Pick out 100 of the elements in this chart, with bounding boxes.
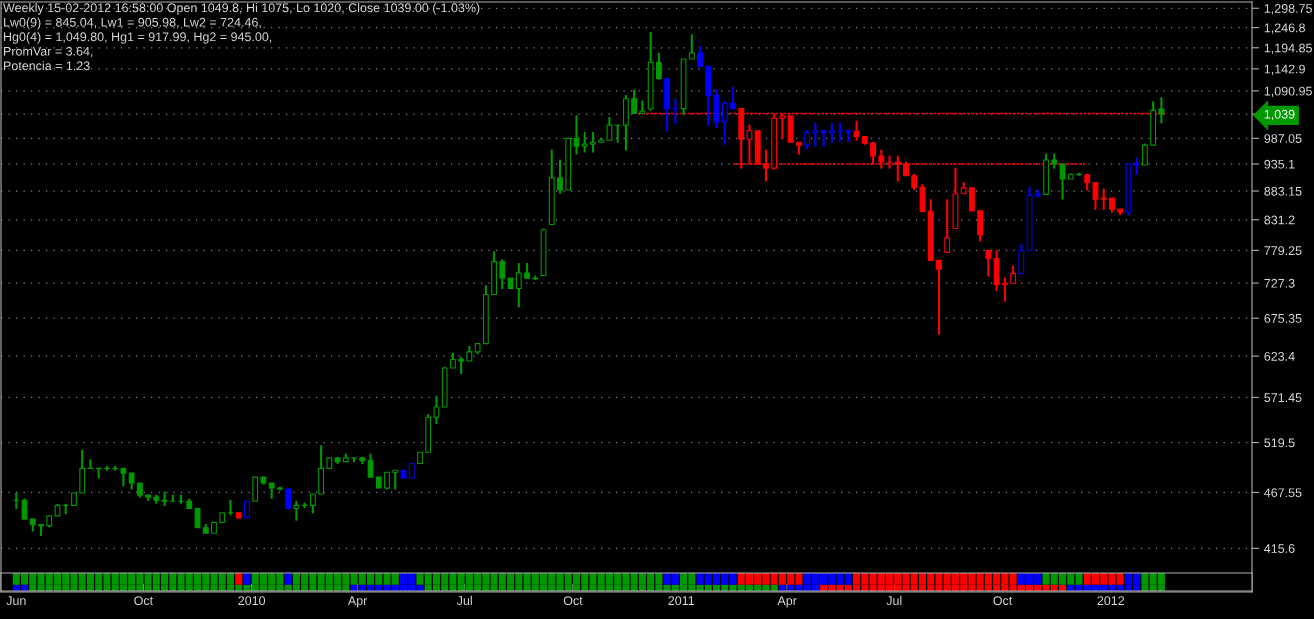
annotation: Potencia = 1.23 [4, 61, 90, 71]
candlestick [1059, 163, 1066, 200]
x-tick-label: Jun [6, 596, 26, 606]
y-tick-label: 779.25 [1264, 246, 1302, 256]
candlestick [1010, 265, 1017, 284]
candlestick [334, 457, 341, 465]
candlestick [1092, 182, 1099, 210]
candlestick [1026, 186, 1033, 252]
x-tick-label: 2010 [238, 596, 266, 606]
candlestick [1018, 243, 1025, 275]
candlestick [219, 512, 226, 523]
candlestick [1133, 157, 1140, 175]
candlestick [202, 523, 209, 534]
candlestick [631, 89, 638, 115]
x-tick-label: 2011 [668, 596, 695, 606]
candlestick [21, 498, 28, 520]
candlestick [227, 499, 234, 516]
candlestick [161, 491, 168, 506]
candlestick [672, 99, 679, 124]
candlestick [1150, 101, 1157, 146]
candlestick [812, 122, 819, 147]
x-tick-label: Oct [134, 596, 154, 606]
candlestick [351, 457, 357, 463]
y-tick-label: 935.1 [1264, 159, 1295, 169]
candlestick [796, 141, 802, 155]
candlestick [590, 132, 596, 153]
y-tick-label: 623.4 [1264, 351, 1295, 361]
candlestick [425, 414, 432, 453]
candlestick [104, 465, 110, 471]
candlestick [1076, 172, 1082, 176]
y-tick-label: 987.05 [1264, 134, 1302, 143]
candlestick [927, 199, 934, 261]
candlestick [54, 503, 61, 517]
y-tick-label: 1,142.9 [1264, 64, 1305, 75]
candlestick [713, 89, 720, 128]
candlestick [71, 492, 77, 506]
candlestick [1100, 188, 1107, 210]
candlestick [95, 467, 102, 479]
candlestick [244, 500, 250, 519]
candlestick [861, 135, 868, 145]
x-tick-label: Oct [563, 596, 583, 606]
candlestick [62, 503, 69, 515]
candlestick [853, 120, 860, 141]
candlestick [342, 453, 349, 463]
candlestick [400, 469, 407, 479]
y-tick-label: 415.6 [1264, 544, 1295, 553]
y-tick-label: 675.35 [1264, 313, 1302, 323]
candlestick [13, 492, 20, 510]
candlestick [952, 167, 959, 230]
candlestick [614, 124, 621, 143]
candlestick [367, 453, 374, 478]
annotation: Lw0(9) = 845.04, Lw1 = 905.98, Lw2 = 724.46, [4, 17, 261, 30]
x-tick-label: 2012 [1097, 596, 1125, 606]
candlestick [507, 277, 514, 290]
candlestick [375, 476, 382, 489]
candlestick [277, 486, 283, 491]
annotation: PromVar = 3.64, [4, 46, 93, 58]
x-tick-label: Apr [347, 596, 368, 608]
candlestick [540, 228, 547, 277]
candlestick [532, 275, 539, 280]
candlestick [120, 467, 127, 487]
candlestick [515, 262, 522, 308]
y-tick-label: 727.3 [1264, 278, 1295, 288]
candlestick [450, 352, 456, 369]
y-tick-label: 467.55 [1264, 488, 1302, 498]
candlestick [1141, 143, 1148, 166]
candlestick [623, 95, 629, 151]
candlestick [557, 159, 563, 194]
x-tick-label: Jul [456, 595, 472, 606]
candlestick [1117, 208, 1124, 216]
candlestick [1001, 277, 1008, 302]
candlestick [499, 259, 506, 290]
candlestick [565, 137, 572, 191]
candlestick [705, 65, 712, 127]
candlestick [29, 518, 36, 532]
candlestick [384, 471, 390, 490]
y-tick-label: 1,298.75 [1264, 4, 1312, 15]
candlestick [326, 457, 333, 469]
x-tick-label: Oct [993, 596, 1013, 606]
candlestick [301, 502, 308, 509]
candlestick [573, 115, 580, 155]
candlestick [359, 457, 366, 465]
candlestick [598, 137, 605, 143]
candlestick [1125, 163, 1132, 216]
candlestick [318, 445, 325, 495]
candlestick [178, 494, 184, 504]
annotation: Hg0(4) = 1,049.80, Hg1 = 917.99, Hg2 = 945.00, [4, 32, 272, 44]
candlestick [1158, 97, 1165, 124]
candlestick [408, 462, 415, 479]
candlestick [491, 251, 498, 296]
candlestick [433, 395, 440, 424]
candlestick [977, 210, 984, 242]
candlestick [936, 259, 942, 335]
candlestick [993, 249, 1000, 292]
candlestick [985, 249, 992, 277]
candlestick [235, 512, 242, 519]
y-tick-label: 519.5 [1264, 438, 1295, 448]
candlestick [252, 476, 259, 502]
candlestick [211, 521, 217, 534]
candlestick [845, 130, 852, 142]
